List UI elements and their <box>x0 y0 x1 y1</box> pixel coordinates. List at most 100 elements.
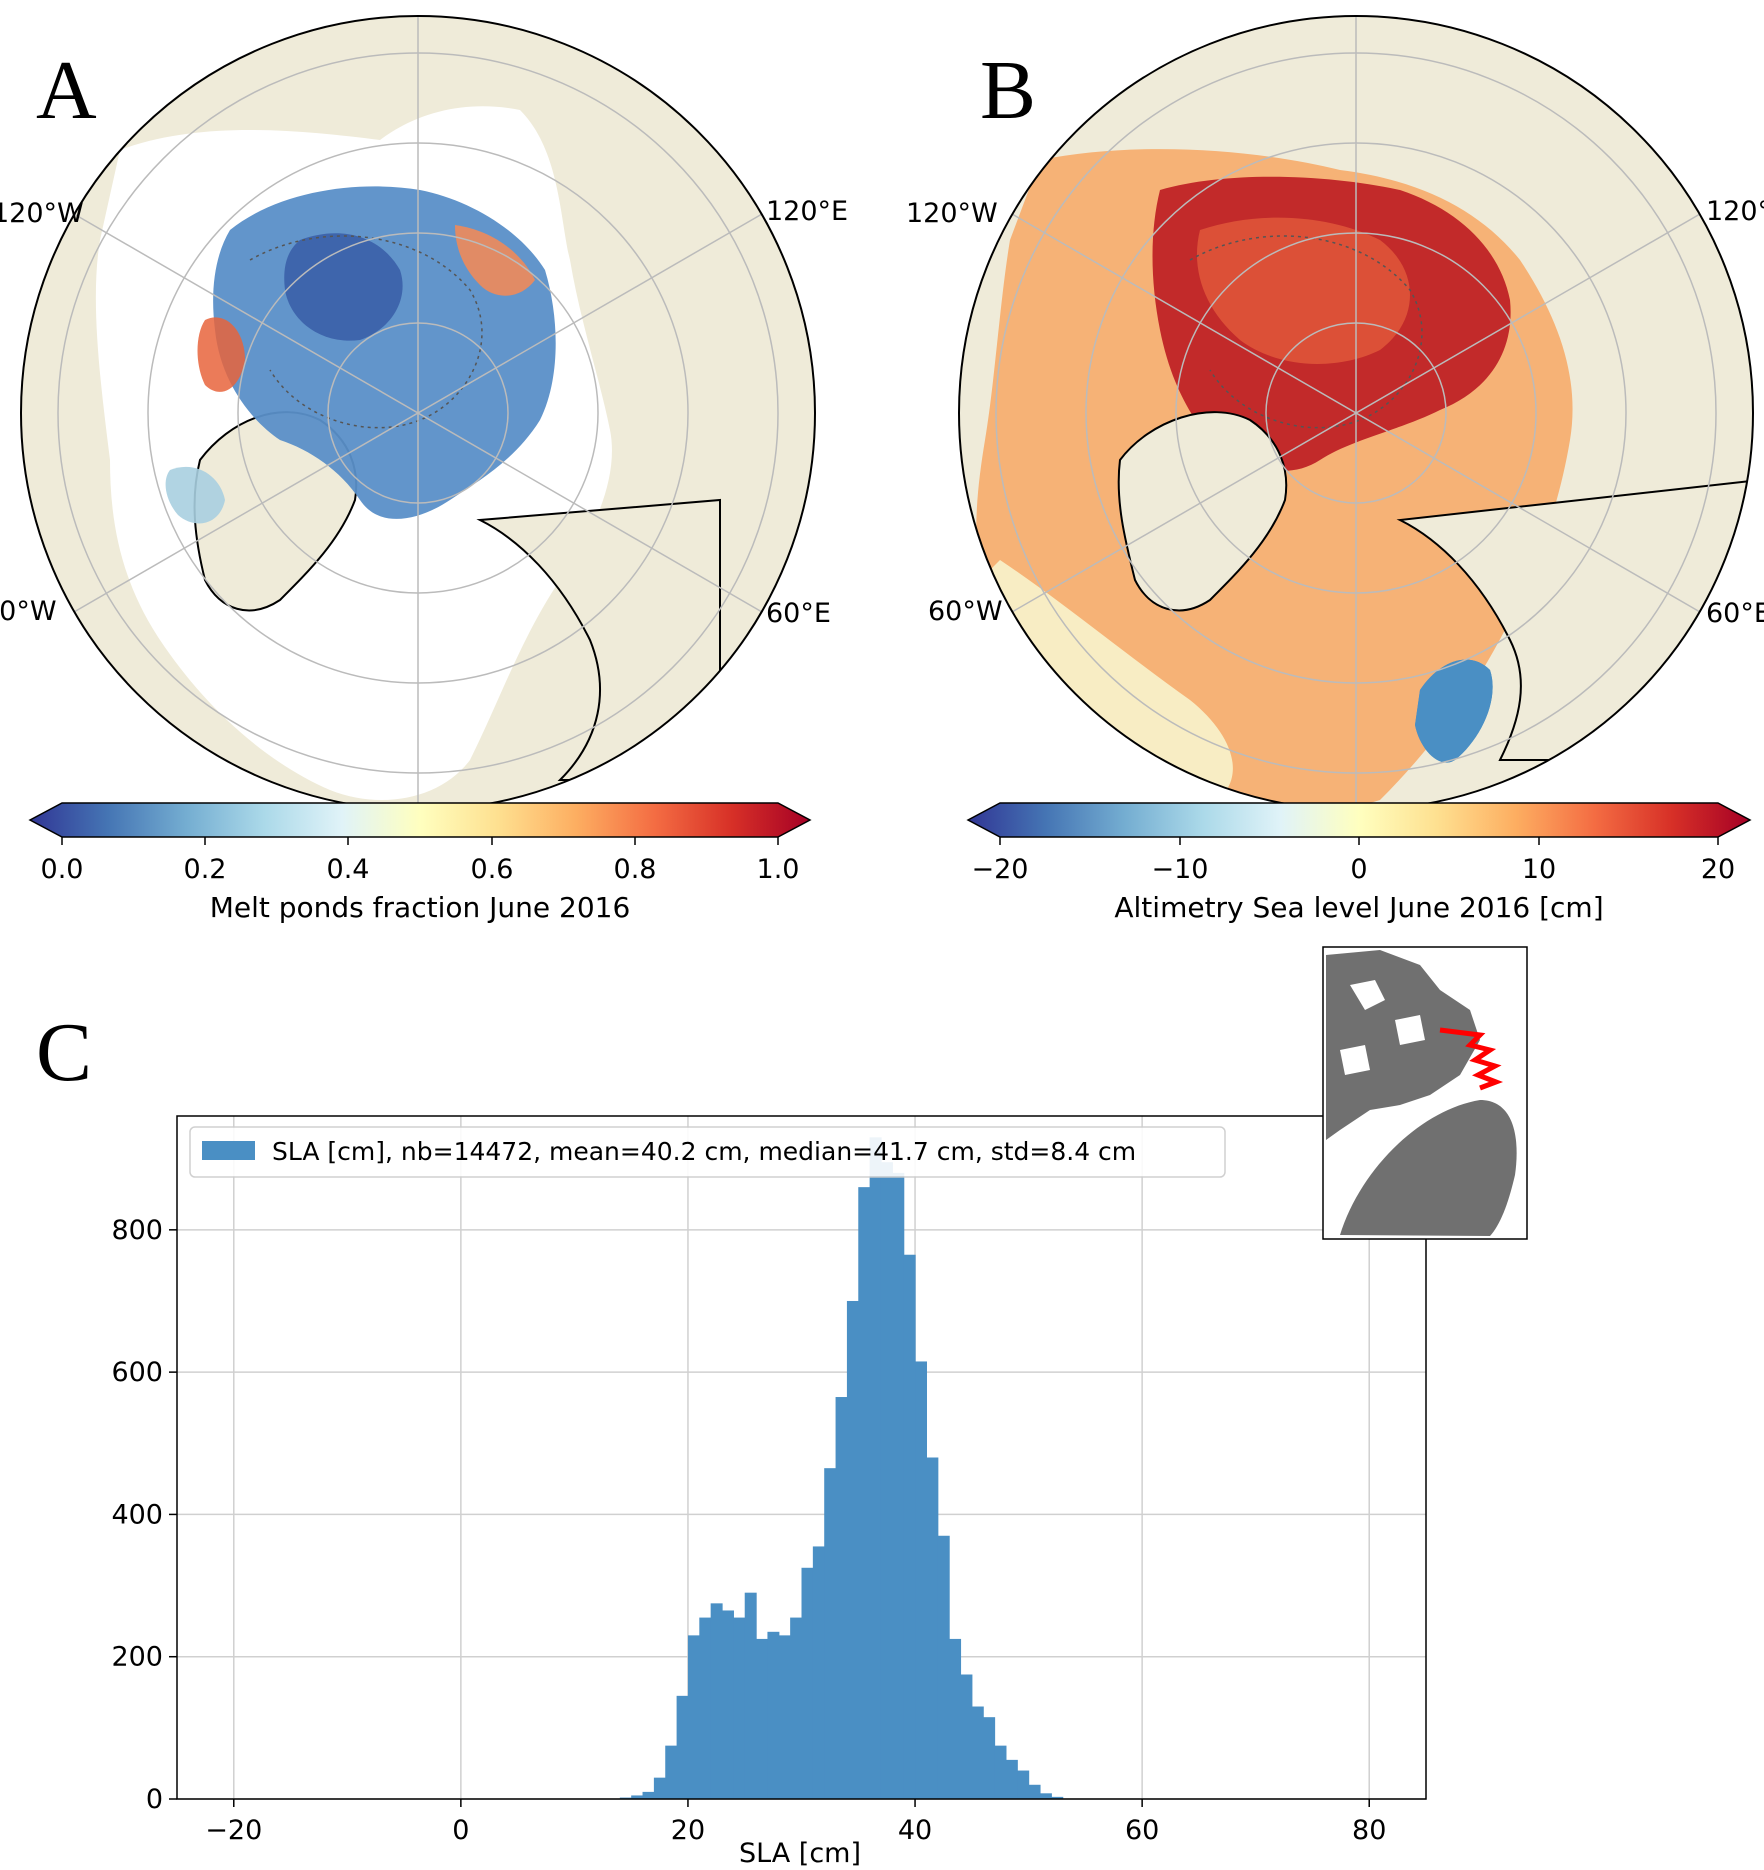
lon-label-a-60e: 60°E <box>766 598 831 629</box>
inset-map <box>1322 946 1528 1240</box>
x-tick-label: 40 <box>898 1815 932 1846</box>
histogram-bar <box>767 1631 780 1799</box>
colorbar-a-tick-label: 0.4 <box>327 854 370 885</box>
colorbar-b-tick-label: 20 <box>1701 854 1735 885</box>
histogram-bar <box>733 1617 746 1799</box>
colorbar-a: 0.0 0.2 0.4 0.6 0.8 1.0 Melt ponds fract… <box>28 802 812 924</box>
histogram-bar <box>778 1635 791 1799</box>
histogram-bar <box>903 1254 916 1799</box>
y-tick-label: 800 <box>111 1215 163 1246</box>
lon-label-a-60w: 60°W <box>0 596 57 627</box>
panel-letter-b: B <box>980 44 1036 137</box>
polar-map-a <box>20 15 816 811</box>
colorbar-a-bar <box>28 802 812 838</box>
colorbar-b-tick-label: 10 <box>1522 854 1556 885</box>
inset-channels <box>1340 980 1425 1075</box>
histogram-bar <box>756 1638 769 1799</box>
colorbar-a-label: Melt ponds fraction June 2016 <box>210 891 631 924</box>
colorbar-b: −20 −10 0 10 20 Altimetry Sea level June… <box>966 802 1752 924</box>
x-axis: −20 0 20 40 60 80 <box>205 1799 1386 1846</box>
legend-box <box>189 1126 1226 1178</box>
histogram-bar <box>1017 1770 1030 1799</box>
map-b-baltic-sea <box>1415 659 1493 763</box>
y-tick-label: 600 <box>111 1357 163 1388</box>
histogram-bar <box>869 1137 882 1799</box>
map-a-ponds-light <box>165 466 225 524</box>
colorbar-a-ticks <box>61 837 779 845</box>
y-tick-label: 400 <box>111 1499 163 1530</box>
lon-label-b-120w: 120°W <box>906 198 998 229</box>
panel-b: B <box>906 15 1764 924</box>
panel-letter-c: C <box>36 1006 92 1099</box>
histogram-bar <box>699 1617 712 1799</box>
histogram-bar <box>1028 1784 1041 1799</box>
inset-greenland <box>1340 1100 1517 1236</box>
colorbar-a-tick-label: 0.6 <box>471 854 514 885</box>
map-a-ponds-red-2 <box>197 317 245 392</box>
map-a-bathymetry <box>249 235 483 429</box>
x-tick-label: 20 <box>671 1815 705 1846</box>
histogram-bar <box>983 1717 996 1799</box>
x-tick-label: 80 <box>1352 1815 1386 1846</box>
legend-swatch <box>202 1141 255 1160</box>
lon-label-b-60e: 60°E <box>1706 598 1764 629</box>
histogram-bar <box>744 1592 757 1799</box>
colorbar-a-tick-label: 0.2 <box>184 854 227 885</box>
histogram-bar <box>1039 1793 1052 1799</box>
histogram-bar <box>642 1791 655 1799</box>
colorbar-a-tick-label: 0.8 <box>614 854 657 885</box>
plot-frame <box>176 1115 1427 1800</box>
colorbar-b-tick-label: −20 <box>972 854 1029 885</box>
histogram-bar <box>937 1535 950 1799</box>
histogram-bar <box>994 1745 1007 1799</box>
histogram-bar <box>858 1187 871 1799</box>
panel-a: A <box>0 15 848 924</box>
inset-track <box>1439 1027 1504 1091</box>
histogram-bar <box>892 1172 905 1799</box>
map-b-graticule <box>995 16 1717 810</box>
x-tick-label: 0 <box>452 1815 469 1846</box>
polar-map-b <box>958 15 1754 811</box>
histogram-bar <box>971 1706 984 1799</box>
histogram-bar <box>926 1457 939 1799</box>
histogram-bar <box>801 1567 814 1799</box>
histogram-bar <box>835 1397 848 1799</box>
map-a-graticule <box>57 16 779 810</box>
x-axis-label: SLA [cm] <box>739 1838 861 1869</box>
colorbar-b-tick-label: −10 <box>1152 854 1209 885</box>
histogram-bar <box>960 1674 973 1799</box>
histogram-bar <box>846 1300 859 1799</box>
histogram-bar <box>915 1361 927 1799</box>
colorbar-b-tick-label: 0 <box>1350 854 1367 885</box>
colorbar-a-tick-label: 1.0 <box>757 854 800 885</box>
panel-letter-a: A <box>36 44 97 137</box>
colorbar-a-tick-label: 0.0 <box>41 854 84 885</box>
legend-label: SLA [cm], nb=14472, mean=40.2 cm, median… <box>272 1137 1136 1166</box>
lon-label-b-60w: 60°W <box>928 596 1003 627</box>
map-a-content <box>57 16 779 810</box>
histogram-bar <box>687 1635 700 1799</box>
histogram-chart: −20 0 20 40 60 80 0 200 400 600 800 SLA [cm] SLA … <box>111 1115 1427 1869</box>
histogram-bar <box>653 1777 666 1799</box>
colorbar-b-label: Altimetry Sea level June 2016 [cm] <box>1114 891 1603 924</box>
legend: SLA [cm], nb=14472, mean=40.2 cm, median… <box>189 1126 1226 1178</box>
histogram-bar <box>812 1546 825 1799</box>
lon-label-a-120w: 120°W <box>0 198 84 229</box>
panel-c: C −20 0 20 40 60 80 0 200 400 600 800 SLA [cm] SL… <box>36 946 1528 1869</box>
colorbar-b-bar <box>966 802 1752 838</box>
histogram-bar <box>949 1638 962 1799</box>
y-tick-label: 0 <box>146 1784 163 1815</box>
lon-label-b-120e: 120°E <box>1706 196 1764 227</box>
colorbar-b-ticks <box>999 837 1719 845</box>
histogram-bars <box>619 1137 1064 1799</box>
map-a-scandinavia <box>476 498 721 781</box>
histogram-bar <box>722 1610 734 1799</box>
y-axis: 0 200 400 600 800 <box>111 1215 177 1815</box>
histogram-bar <box>665 1745 678 1799</box>
lon-label-a-120e: 120°E <box>766 196 848 227</box>
histogram-bar <box>1005 1759 1018 1799</box>
map-a-ponds-deep <box>284 233 403 341</box>
x-tick-label: 60 <box>1125 1815 1159 1846</box>
y-tick-label: 200 <box>111 1642 163 1673</box>
